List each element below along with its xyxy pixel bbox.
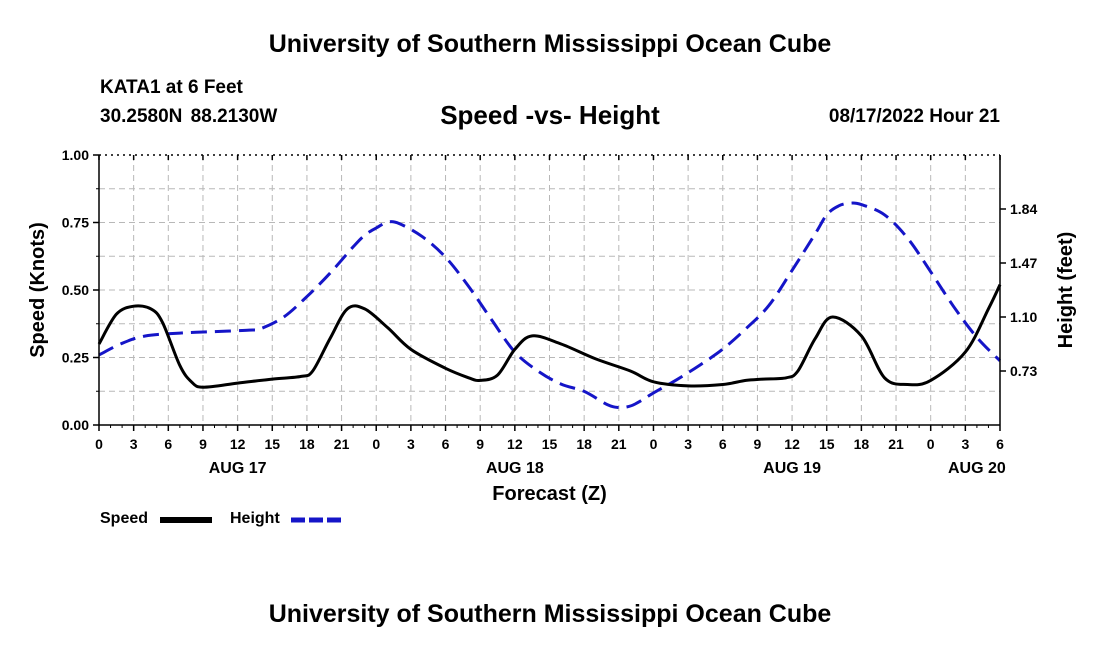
x-tick-label: 12 [230, 436, 246, 452]
x-tick-label: 18 [854, 436, 870, 452]
y2-tick-label: 1.84 [1010, 201, 1037, 217]
x-tick-label: 9 [476, 436, 484, 452]
x-tick-label: 15 [264, 436, 280, 452]
station-coordinates: 30.2580N 88.2130W [100, 106, 278, 127]
x-tick-label: 15 [542, 436, 558, 452]
x-tick-label: 12 [507, 436, 523, 452]
legend-height-label: Height [230, 510, 280, 527]
chart-title: Speed -vs- Height [440, 100, 660, 130]
y-axis-title: Speed (Knots) [27, 222, 49, 358]
x-tick-label: 3 [684, 436, 692, 452]
y2-tick-label: 1.47 [1010, 255, 1037, 271]
x-tick-label: 6 [164, 436, 172, 452]
x-tick-label: 0 [650, 436, 658, 452]
axis-labels: 0 3 6 9 12 15 18 21 0 3 6 9 12 15 18 21 0 3 6 9 12 15 18 21 0 3 6 A… [27, 147, 1077, 505]
y2-tick-label: 1.10 [1010, 309, 1037, 325]
x-tick-label: 21 [611, 436, 627, 452]
x-tick-label: 6 [996, 436, 1004, 452]
series-line-height [98, 201, 1002, 410]
y-tick-label: 0.25 [62, 350, 89, 366]
x-tick-label: 18 [576, 436, 592, 452]
y-tick-label: 0.00 [62, 417, 89, 433]
y2-tick-label: 0.73 [1010, 363, 1037, 379]
x-tick-label: 3 [130, 436, 138, 452]
series-lines [97, 201, 1002, 410]
x-tick-label: 6 [442, 436, 450, 452]
series-line-speed [97, 283, 1002, 389]
x-tick-label: 9 [199, 436, 207, 452]
page-title: University of Southern Mississippi Ocean… [268, 30, 832, 58]
x-date-label: AUG 18 [486, 460, 544, 477]
y-tick-label: 1.00 [62, 147, 89, 163]
x-date-label: AUG 17 [209, 460, 267, 477]
x-tick-label: 3 [407, 436, 415, 452]
y2-axis-title: Height (feet) [1055, 232, 1077, 349]
x-tick-label: 6 [719, 436, 727, 452]
axes [93, 154, 1006, 431]
x-tick-label: 0 [927, 436, 935, 452]
x-tick-label: 21 [334, 436, 350, 452]
forecast-datetime: 08/17/2022 Hour 21 [828, 106, 1000, 127]
x-tick-label: 3 [961, 436, 969, 452]
y-tick-label: 0.75 [62, 215, 89, 231]
footer-title: University of Southern Mississippi Ocean… [268, 600, 832, 628]
x-tick-label: 0 [372, 436, 380, 452]
x-tick-label: 12 [784, 436, 800, 452]
station-label: KATA1 at 6 Feet [100, 77, 243, 98]
x-tick-label: 15 [819, 436, 835, 452]
x-axis-title: Forecast (Z) [492, 483, 606, 505]
x-tick-label: 0 [95, 436, 103, 452]
x-tick-label: 21 [888, 436, 904, 452]
x-tick-label: 9 [754, 436, 762, 452]
x-date-label: AUG 19 [763, 460, 821, 477]
legend-speed-label: Speed [100, 510, 149, 527]
x-date-label: AUG 20 [948, 460, 1006, 477]
y-tick-label: 0.50 [62, 282, 89, 298]
x-tick-label: 18 [299, 436, 315, 452]
